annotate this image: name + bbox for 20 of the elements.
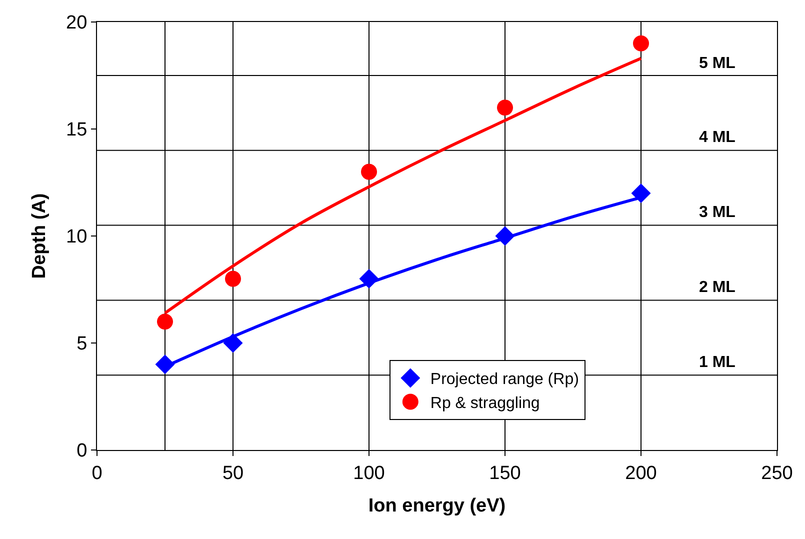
ref-line-label: 4 ML [699, 129, 736, 146]
y-tick-label: 5 [76, 334, 88, 355]
x-tick-label: 100 [353, 462, 385, 484]
y-axis-title: Depth (A) [28, 193, 50, 279]
y-tick-label: 10 [66, 226, 88, 248]
x-tick-label: 200 [625, 462, 657, 484]
ref-line-label: 2 ML [699, 279, 736, 296]
x-tick-label: 250 [761, 462, 793, 484]
x-tick-label: 0 [92, 462, 102, 484]
ref-line-label: 5 ML [699, 55, 736, 72]
ref-line-label: 3 ML [699, 204, 736, 221]
y-tick-label: 15 [66, 120, 88, 141]
ref-line-label: 1 ML [699, 354, 736, 371]
x-axis-title: Ion energy (eV) [368, 496, 506, 517]
x-tick-label: 150 [489, 462, 521, 484]
y-tick-label: 0 [76, 440, 88, 462]
y-tick-label: 20 [66, 12, 88, 34]
legend-label: Rp & straggling [430, 394, 540, 412]
x-tick-label: 50 [222, 462, 244, 484]
legend-label: Projected range (Rp) [430, 371, 579, 388]
